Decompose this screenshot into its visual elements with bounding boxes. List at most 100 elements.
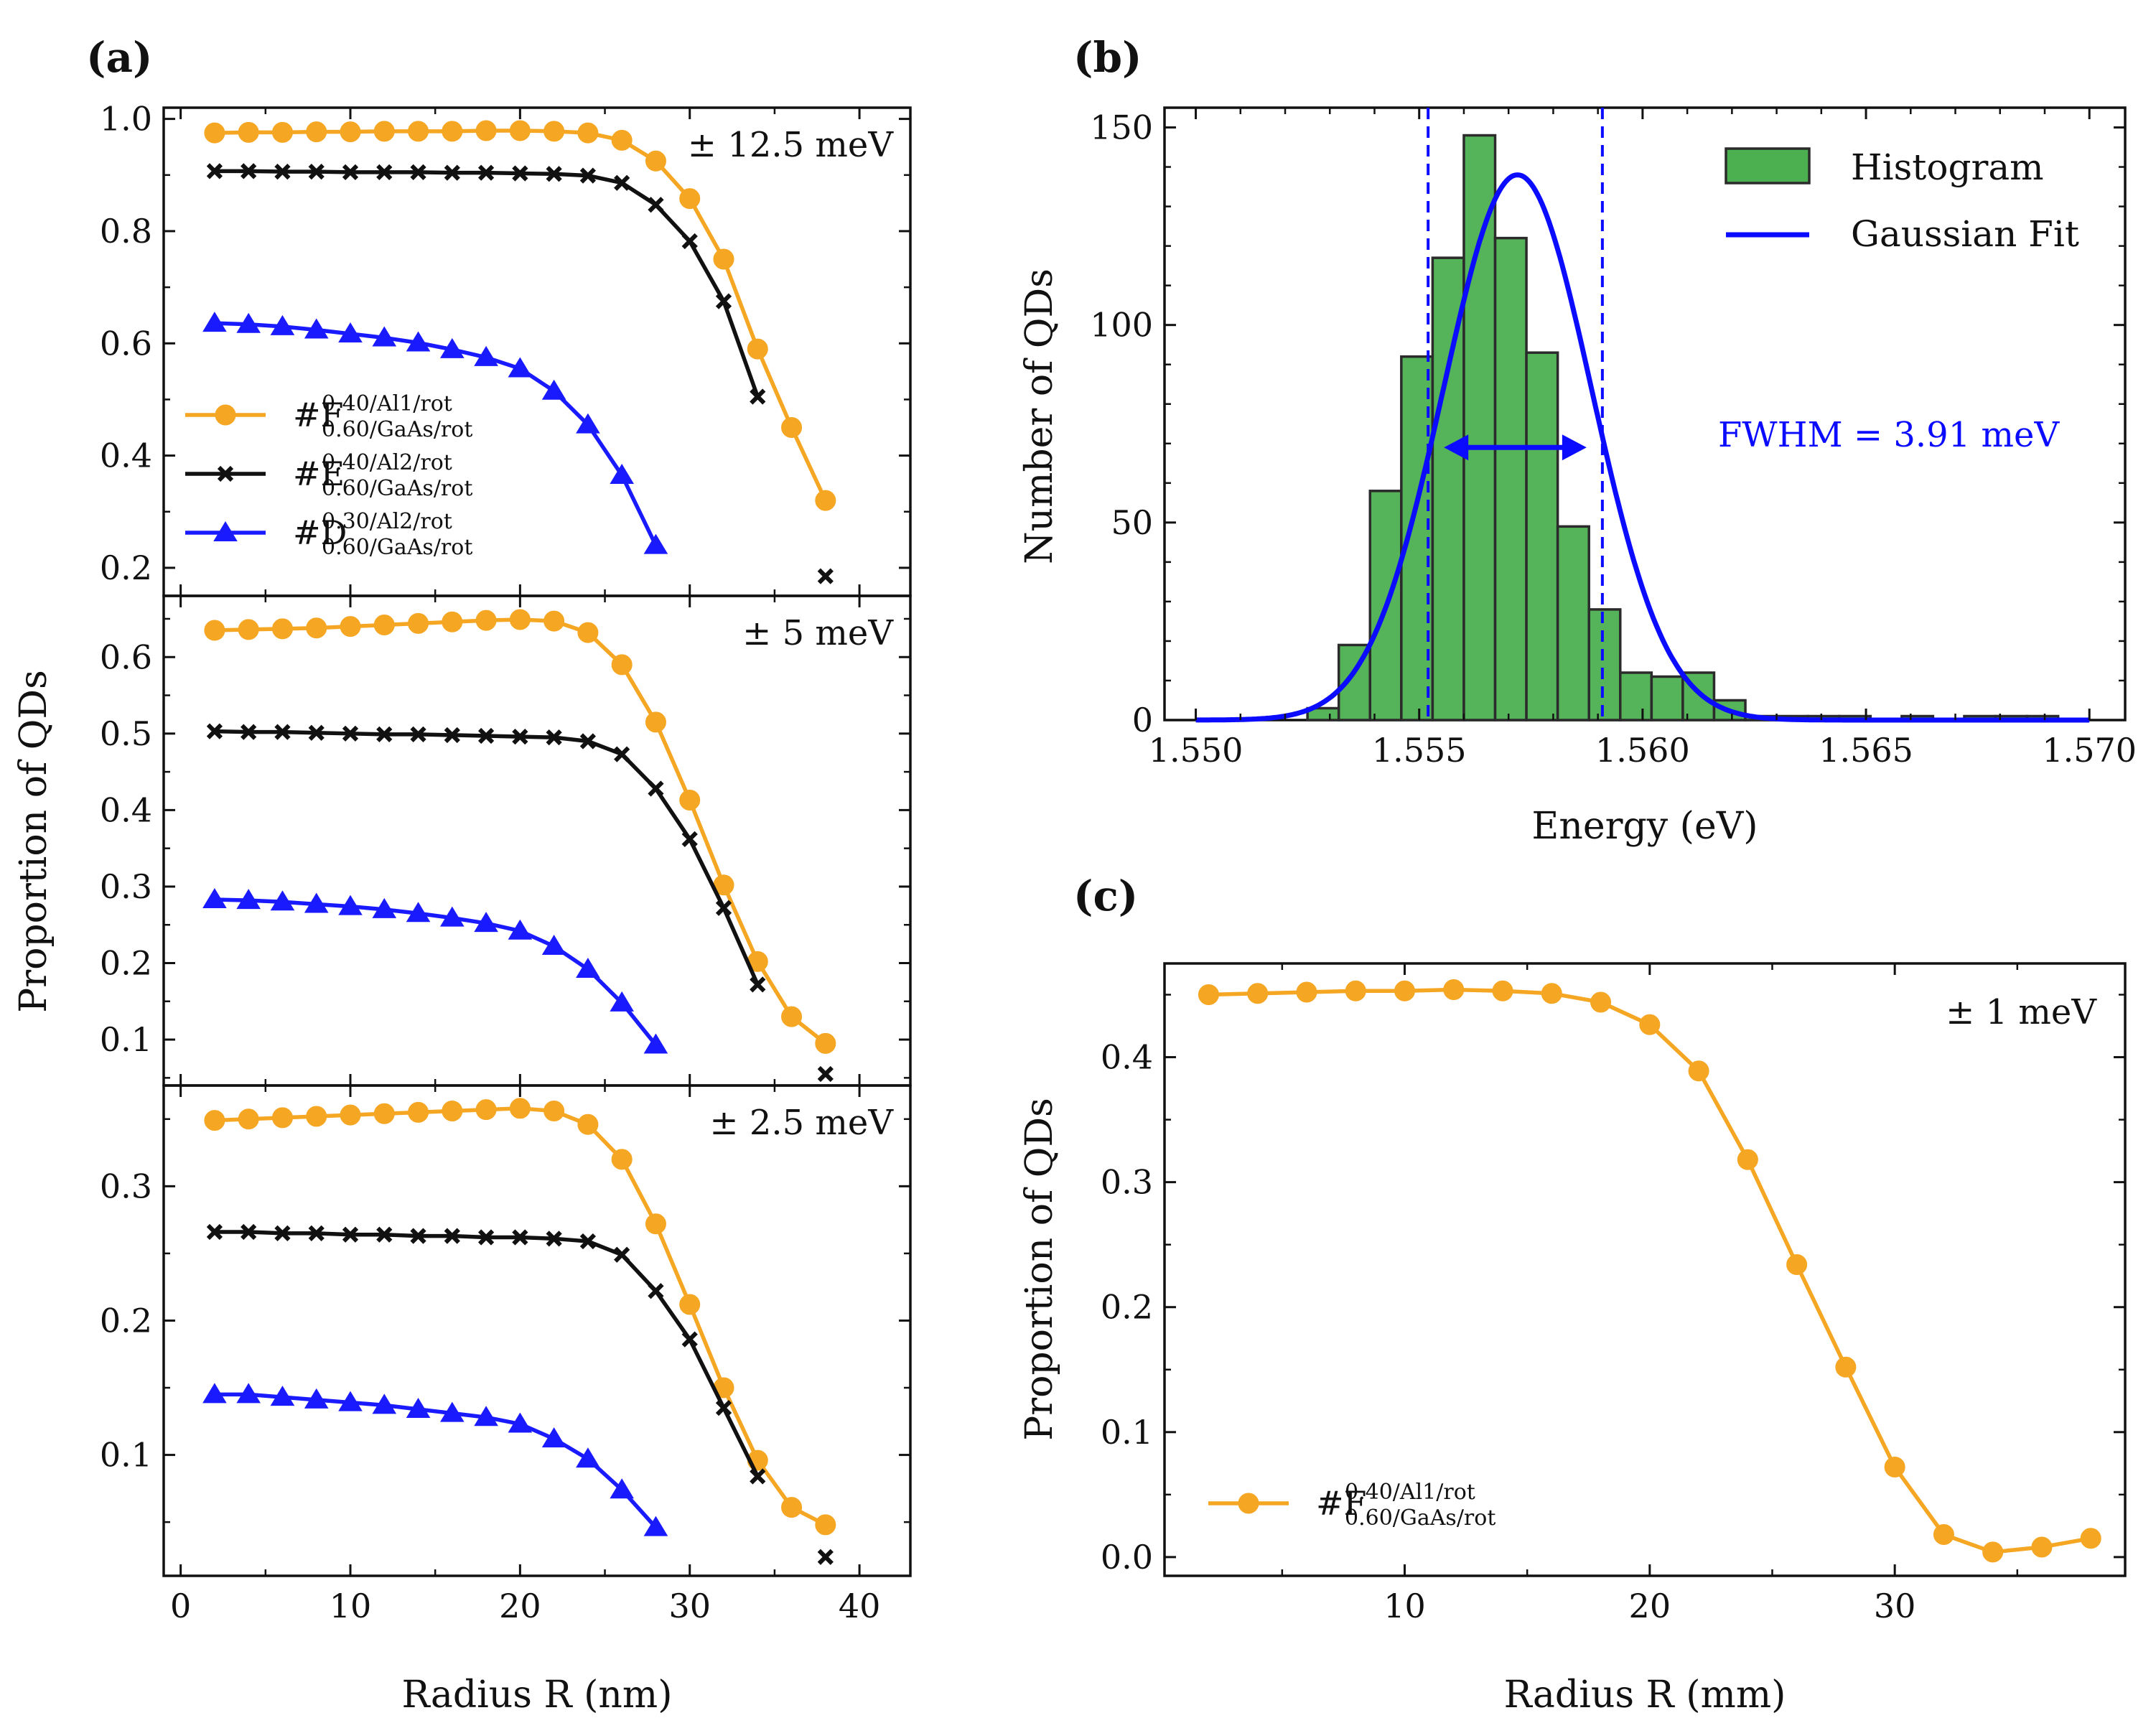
data-point-F (238, 619, 259, 640)
data-point-E (410, 1228, 426, 1244)
outlier-point-E (817, 1549, 834, 1565)
histogram-bar (1462, 134, 1497, 722)
data-point-E (579, 1233, 597, 1250)
data-point-E (512, 1229, 528, 1246)
y-tick-label: 150 (1090, 108, 1153, 147)
data-point-E (444, 164, 460, 181)
x-axis-label: Energy (eV) (1531, 805, 1758, 848)
histogram-bar (1619, 671, 1653, 722)
data-point-F (679, 1294, 701, 1315)
data-point-E (410, 164, 426, 181)
data-point-F (1933, 1524, 1954, 1546)
data-point-D (474, 345, 498, 366)
data-point-E (512, 728, 528, 745)
data-point-D (541, 379, 566, 400)
data-point-F (1247, 983, 1269, 1004)
data-point-D (474, 1406, 498, 1427)
data-point-E (681, 831, 698, 847)
data-point-F (442, 121, 463, 142)
data-point-D (610, 1478, 634, 1499)
legend-label-sup: 0.40/Al1/rot (322, 391, 452, 416)
y-tick-label: 0.3 (100, 1167, 152, 1205)
data-point-F (509, 609, 531, 630)
legend: Histogram Gaussian Fit (1725, 146, 2079, 255)
data-point-E (546, 1231, 562, 1247)
data-point-F (645, 711, 666, 733)
data-point-D (338, 895, 363, 915)
data-point-F (679, 790, 701, 811)
histogram-bar (1431, 256, 1465, 722)
histogram-bar (1587, 608, 1622, 722)
x-tick-label: 1.550 (1149, 731, 1243, 770)
data-point-F (340, 1104, 361, 1126)
legend-label-main: #D (293, 513, 347, 552)
y-tick-label: 0.3 (1101, 1163, 1153, 1202)
data-point-D (508, 1412, 533, 1433)
panel-label: (b) (1073, 33, 1142, 82)
data-point-E (241, 1223, 257, 1241)
y-tick-label: 0.5 (100, 714, 152, 753)
data-point-D (406, 331, 431, 352)
data-point-D (270, 890, 295, 911)
data-point-F (1590, 991, 1612, 1013)
data-point-F (204, 620, 225, 641)
data-point-E (648, 1283, 664, 1299)
data-point-F (1639, 1014, 1661, 1035)
x-tick-label: 0 (170, 1587, 191, 1625)
data-point-F (238, 121, 259, 143)
data-point-F (340, 121, 361, 143)
data-point-E (750, 388, 766, 405)
data-point-D (440, 337, 465, 358)
data-point-D (508, 919, 533, 940)
data-point-E (342, 1226, 359, 1243)
legend-swatch-histogram (1725, 147, 1811, 185)
data-point-F (611, 654, 633, 676)
data-point-D (236, 312, 261, 333)
x-tick-label: 1.565 (1819, 731, 1913, 770)
data-point-F (713, 248, 734, 270)
data-point-E (614, 746, 630, 762)
plot-frame (1163, 962, 2127, 1577)
data-point-F (543, 1101, 565, 1122)
annotation: ± 12.5 meV (688, 125, 895, 165)
fwhm-arrow-head-right (1562, 434, 1587, 461)
legend-marker (217, 465, 234, 482)
data-point-E (512, 165, 528, 182)
data-point-F (815, 490, 836, 511)
y-tick-label: 0.3 (100, 867, 152, 906)
data-point-E (546, 729, 562, 746)
subplot-2: 0.1 0.2 0.3 0.4 0.5 0.6 ± 5 meV (100, 594, 912, 1087)
data-point-F (408, 1101, 429, 1123)
data-point-E (477, 164, 495, 181)
data-point-F (204, 1110, 225, 1131)
data-point-E (750, 1468, 766, 1485)
series-line-F (214, 129, 828, 502)
data-point-F (781, 1497, 803, 1518)
x-tick-label: 20 (499, 1587, 541, 1625)
data-point-E (715, 293, 732, 309)
plot-frame (162, 106, 912, 597)
legend-label-sup: 0.30/Al2/rot (322, 509, 452, 534)
data-point-D (643, 533, 668, 554)
y-axis-label: Proportion of QDs (12, 670, 55, 1013)
series-line-F (214, 1106, 827, 1527)
y-tick-label: 0.2 (100, 1301, 152, 1340)
data-point-F (1884, 1457, 1905, 1478)
data-point-E (614, 174, 630, 191)
data-point-E (206, 723, 223, 739)
annotation: ± 1 meV (1946, 992, 2097, 1032)
histogram-bar (1525, 351, 1559, 722)
histogram-bar (1556, 525, 1590, 722)
y-tick-label: 0.6 (100, 324, 152, 363)
annotation: ± 5 meV (742, 613, 894, 653)
data-point-E (206, 163, 223, 179)
data-point-F (340, 616, 361, 638)
data-point-F (306, 1106, 327, 1127)
data-point-D (270, 314, 295, 335)
data-point-E (308, 163, 325, 180)
data-point-D (202, 1383, 227, 1404)
data-point-F (611, 1149, 633, 1170)
data-point-D (440, 1401, 465, 1422)
legend-marker (1238, 1493, 1259, 1514)
data-point-D (372, 1393, 397, 1414)
